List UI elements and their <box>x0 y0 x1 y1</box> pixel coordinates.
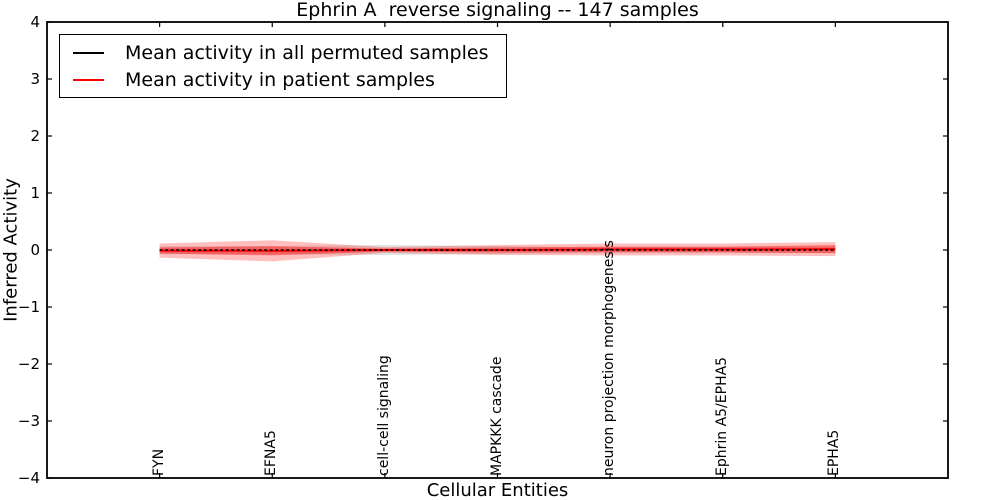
x-tick-label: FYN <box>150 448 167 476</box>
chart-title: Ephrin A reverse signaling -- 147 sample… <box>296 0 699 21</box>
y-tick-label: 3 <box>30 70 40 88</box>
x-tick-label: Ephrin A5/EPHA5 <box>713 356 730 476</box>
x-axis-label: Cellular Entities <box>426 480 569 500</box>
legend: Mean activity in all permuted samples Me… <box>59 34 507 98</box>
legend-label-patient: Mean activity in patient samples <box>125 68 435 91</box>
y-tick-label: 1 <box>30 184 40 202</box>
y-tick-label: −2 <box>17 355 40 373</box>
x-tick-label: EPHA5 <box>826 429 843 476</box>
y-tick-label: −1 <box>17 298 40 316</box>
x-tick-label: MAPKKK cascade <box>488 356 505 476</box>
y-tick-label: 2 <box>30 127 40 145</box>
y-tick-label: 4 <box>30 13 40 31</box>
legend-row-permuted: Mean activity in all permuted samples <box>60 39 506 66</box>
permuted-mean-line-sample <box>73 51 104 54</box>
legend-row-patient: Mean activity in patient samples <box>60 66 506 93</box>
y-tick-label: −4 <box>17 469 40 487</box>
x-tick-label: neuron projection morphogenesis <box>601 240 618 476</box>
patient-mean-line-sample <box>73 78 104 81</box>
y-tick-label: −3 <box>17 412 40 430</box>
legend-label-permuted: Mean activity in all permuted samples <box>125 41 489 64</box>
x-tick-label: EFNA5 <box>263 430 280 476</box>
x-tick-label: cell-cell signaling <box>375 355 392 476</box>
y-tick-label: 0 <box>30 241 40 259</box>
